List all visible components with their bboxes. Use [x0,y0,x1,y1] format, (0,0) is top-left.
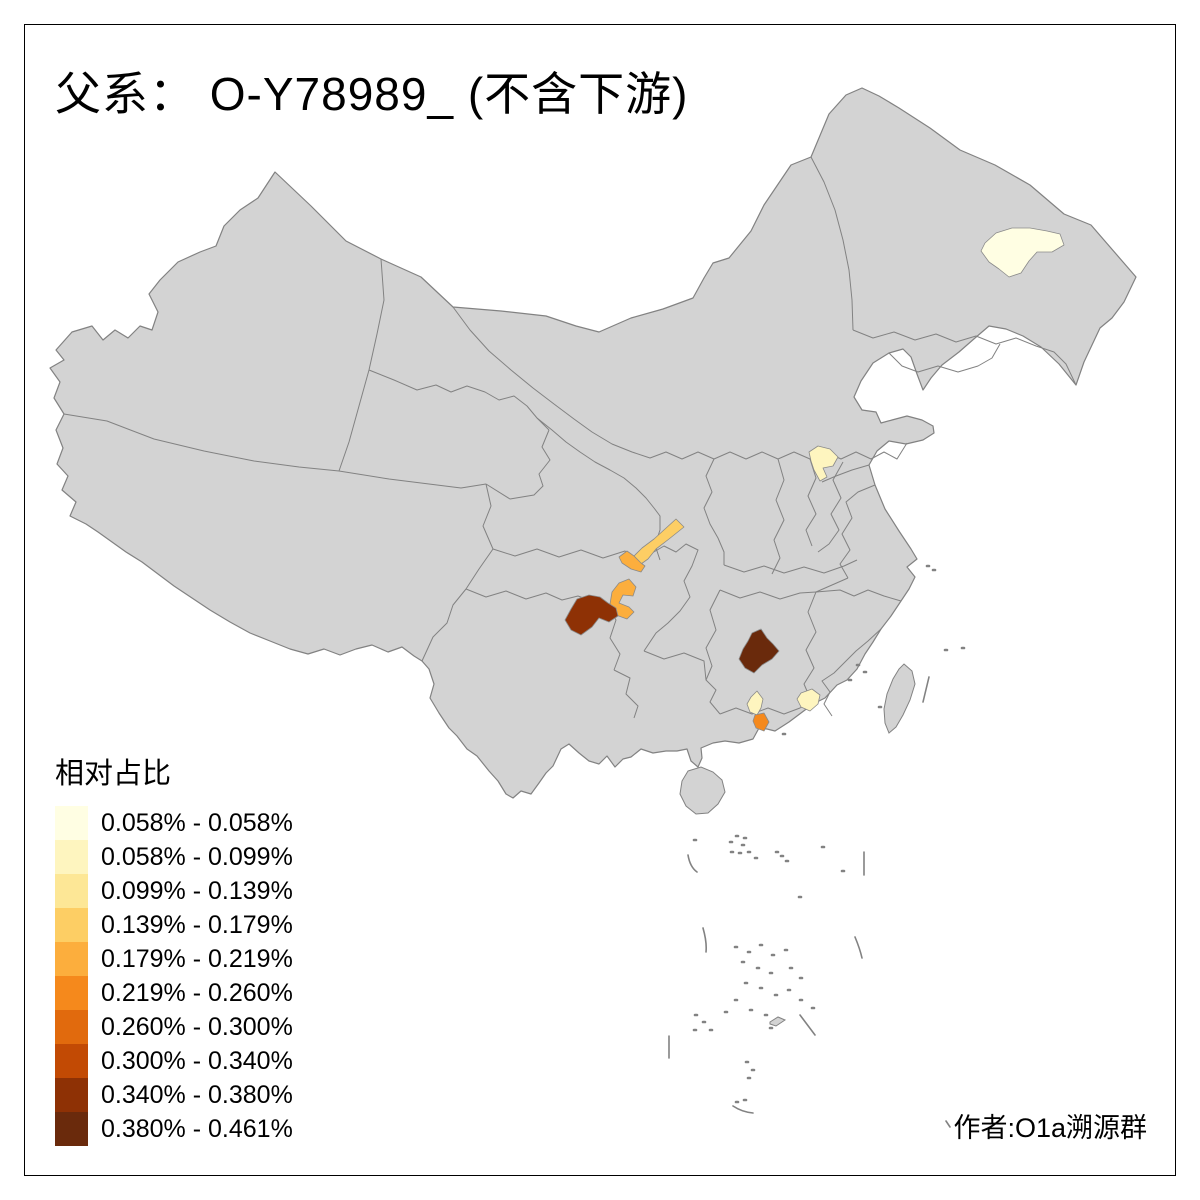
legend-swatch [55,806,88,840]
legend: 相对占比 0.058% - 0.058% 0.058% - 0.099% 0.099… [55,750,293,1146]
island-lines [668,676,951,1128]
region-hunan-southwest [738,628,780,674]
legend-label: 0.380% - 0.461% [101,1114,293,1143]
islet-polygon [769,1016,787,1027]
legend-items: 0.058% - 0.058% 0.058% - 0.099% 0.099% - 0… [55,806,293,1146]
mainland [49,87,1137,799]
legend-label: 0.139% - 0.179% [101,910,293,939]
legend-swatch [55,942,88,976]
legend-item: 0.300% - 0.340% [55,1044,293,1078]
region-sichuan-south [564,594,619,636]
legend-label: 0.058% - 0.099% [101,842,293,871]
hainan-island [679,766,726,815]
region-sichuan-guangyuan [618,550,646,573]
page-title: 父系： O-Y78989_ (不含下游) [55,68,689,120]
legend-swatch [55,1078,88,1112]
legend-item: 0.099% - 0.139% [55,874,293,908]
legend-item: 0.139% - 0.179% [55,908,293,942]
legend-label: 0.260% - 0.300% [101,1012,293,1041]
attribution: 作者:O1a溯源群 [953,1113,1147,1143]
colored-regions [564,227,1065,732]
legend-item: 0.058% - 0.099% [55,840,293,874]
region-guangdong-guangzhou [752,712,770,732]
region-guangdong-east [796,688,821,712]
legend-swatch [55,840,88,874]
island-dots [692,564,966,1104]
taiwan-island [883,663,916,734]
province-borders [63,156,1077,719]
legend-item: 0.219% - 0.260% [55,976,293,1010]
legend-label: 0.219% - 0.260% [101,978,293,1007]
legend-title: 相对占比 [55,758,172,790]
legend-label: 0.099% - 0.139% [101,876,293,905]
legend-item: 0.179% - 0.219% [55,942,293,976]
region-beijing [808,445,839,482]
sea-islands [668,564,966,1128]
legend-swatch [55,976,88,1010]
region-guangdong-qingyuan [746,690,764,716]
legend-swatch [55,1010,88,1044]
legend-item: 0.058% - 0.058% [55,806,293,840]
legend-label: 0.340% - 0.380% [101,1080,293,1109]
legend-item: 0.260% - 0.300% [55,1010,293,1044]
legend-swatch [55,1112,88,1146]
legend-label: 0.300% - 0.340% [101,1046,293,1075]
legend-swatch [55,874,88,908]
legend-item: 0.340% - 0.380% [55,1078,293,1112]
legend-swatch [55,908,88,942]
legend-swatch [55,1044,88,1078]
legend-label: 0.058% - 0.058% [101,808,293,837]
legend-item: 0.380% - 0.461% [55,1112,293,1146]
region-heilongjiang-prefecture [980,227,1065,278]
legend-label: 0.179% - 0.219% [101,944,293,973]
